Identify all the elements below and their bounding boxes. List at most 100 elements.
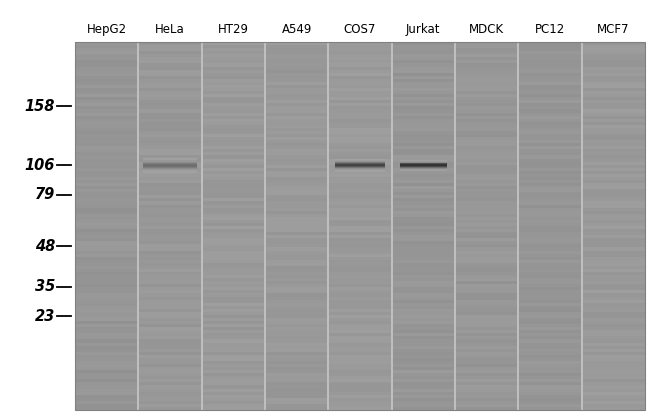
Bar [265, 385, 328, 389]
Bar [455, 146, 518, 149]
Bar [202, 112, 265, 116]
Bar [202, 57, 265, 60]
Bar [138, 140, 202, 143]
Bar [138, 247, 202, 250]
Bar [392, 342, 455, 346]
Bar [582, 189, 645, 192]
Bar [75, 85, 138, 88]
Bar [265, 174, 328, 177]
Bar [518, 204, 582, 208]
Bar [265, 199, 328, 201]
Bar [328, 220, 392, 223]
Bar [518, 60, 582, 64]
Text: 158: 158 [25, 99, 55, 114]
Bar [75, 352, 138, 355]
Bar [582, 382, 645, 385]
Bar [328, 291, 392, 293]
Bar [518, 94, 582, 97]
Bar [75, 385, 138, 389]
Bar [202, 275, 265, 278]
Bar [265, 211, 328, 214]
Bar [518, 112, 582, 116]
Bar [75, 330, 138, 333]
Text: 23: 23 [34, 308, 55, 324]
Bar [582, 146, 645, 149]
Bar [202, 407, 265, 410]
Bar [582, 379, 645, 382]
Bar [582, 389, 645, 392]
Bar [75, 70, 138, 73]
Bar [202, 211, 265, 214]
Bar [202, 177, 265, 180]
Bar [518, 247, 582, 250]
Bar [518, 82, 582, 85]
Bar [75, 91, 138, 94]
Bar [328, 257, 392, 260]
Bar [265, 116, 328, 119]
Bar [328, 70, 392, 73]
Bar [518, 315, 582, 318]
Bar [518, 235, 582, 238]
Bar [455, 131, 518, 134]
Bar [75, 88, 138, 91]
Bar [455, 122, 518, 125]
Bar [582, 349, 645, 352]
Bar [328, 153, 392, 155]
Bar [582, 324, 645, 327]
Bar [392, 395, 455, 398]
Bar [138, 385, 202, 389]
Bar [265, 389, 328, 392]
Bar [328, 379, 392, 382]
Bar [455, 266, 518, 269]
Bar [138, 162, 202, 165]
Bar [518, 155, 582, 158]
Bar [582, 204, 645, 208]
Text: HT29: HT29 [218, 23, 249, 36]
Bar [202, 208, 265, 211]
Bar [335, 167, 385, 169]
Bar [392, 155, 455, 158]
Bar [518, 272, 582, 275]
Bar [392, 266, 455, 269]
Bar [75, 407, 138, 410]
Bar [455, 137, 518, 140]
Bar [265, 245, 328, 247]
Bar [75, 336, 138, 339]
Bar [328, 263, 392, 266]
Bar [335, 161, 385, 163]
Bar [518, 401, 582, 404]
Bar [455, 389, 518, 392]
Bar [75, 361, 138, 364]
Bar [455, 342, 518, 346]
Bar [392, 82, 455, 85]
Bar [75, 296, 138, 300]
Bar [392, 226, 455, 229]
Bar [75, 257, 138, 260]
Bar [265, 94, 328, 97]
Bar [582, 174, 645, 177]
Bar [75, 263, 138, 266]
Bar [392, 284, 455, 287]
Bar [328, 278, 392, 281]
Bar [202, 82, 265, 85]
Bar [392, 211, 455, 214]
Bar [518, 358, 582, 361]
Bar [75, 260, 138, 263]
Bar [202, 42, 265, 45]
Bar [138, 149, 202, 153]
Bar [328, 367, 392, 370]
Bar [202, 324, 265, 327]
Bar [328, 146, 392, 149]
Bar [328, 266, 392, 269]
Bar [328, 318, 392, 321]
Bar [582, 149, 645, 153]
Bar [582, 284, 645, 287]
Bar [138, 382, 202, 385]
Bar [518, 79, 582, 82]
Bar [328, 407, 392, 410]
Bar [582, 364, 645, 367]
Bar [582, 291, 645, 293]
Bar [518, 336, 582, 339]
Bar [202, 199, 265, 201]
Bar [455, 226, 518, 229]
